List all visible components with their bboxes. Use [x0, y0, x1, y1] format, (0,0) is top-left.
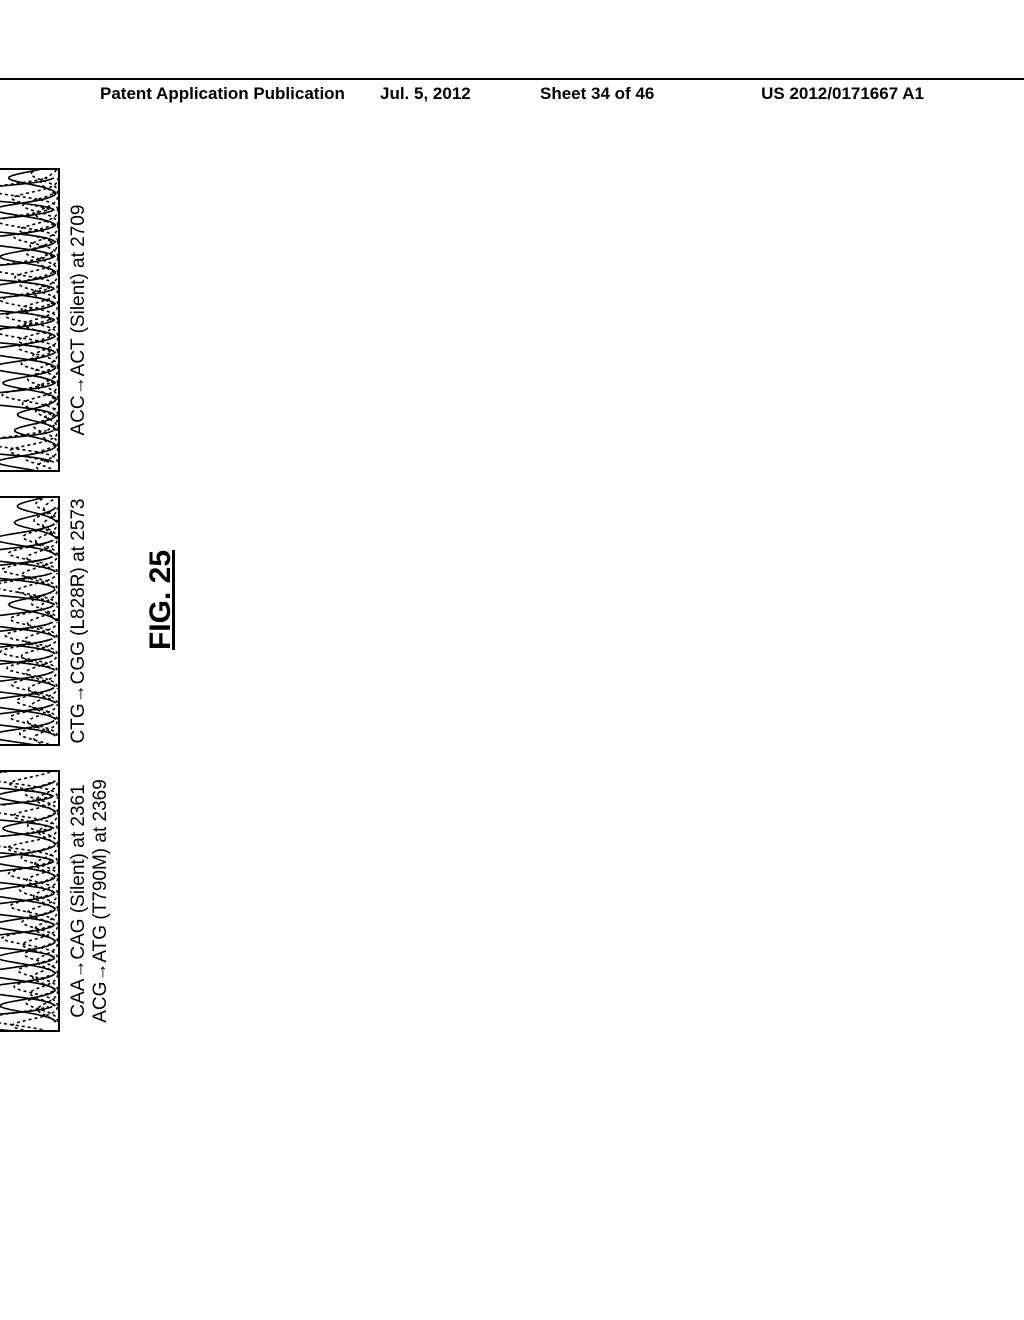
chroma-box: [0, 496, 60, 746]
figure-label: FIG. 25: [144, 160, 178, 1040]
panel-row: G C A A C T C A T C A T G C A330340CAA→C…: [0, 170, 112, 1030]
panel-caption: CAA→CAG (Silent) at 2361ACG→ATG (T790M) …: [68, 779, 112, 1023]
panel-caption: CTG→CGG (L828R) at 2573: [68, 499, 90, 744]
chroma-box: [0, 168, 60, 472]
header-sheet: Sheet 34 of 46: [540, 84, 654, 104]
panel-0: G C A A C T C A T C A T G C A330340CAA→C…: [0, 772, 112, 1030]
header-pubno: US 2012/0171667 A1: [761, 84, 924, 104]
header-date: Jul. 5, 2012: [380, 84, 471, 104]
chroma-box: [0, 770, 60, 1032]
panel-1: T T T T G G G C G G G C C A A540550CTG→C…: [0, 498, 112, 744]
header-rule: [0, 78, 1024, 80]
panel-2: G A C C G T T T G G G A G T T G A T A680…: [0, 170, 112, 470]
chromatogram: [0, 498, 58, 744]
figure-area: G C A A C T C A T C A T G C A330340CAA→C…: [55, 370, 935, 830]
chromatogram: [0, 170, 58, 470]
chromatogram: [0, 772, 58, 1030]
header-left: Patent Application Publication: [100, 84, 345, 104]
panel-caption: ACC→ACT (Silent) at 2709: [68, 205, 90, 436]
panels-container: G C A A C T C A T C A T G C A330340CAA→C…: [0, 160, 315, 1040]
